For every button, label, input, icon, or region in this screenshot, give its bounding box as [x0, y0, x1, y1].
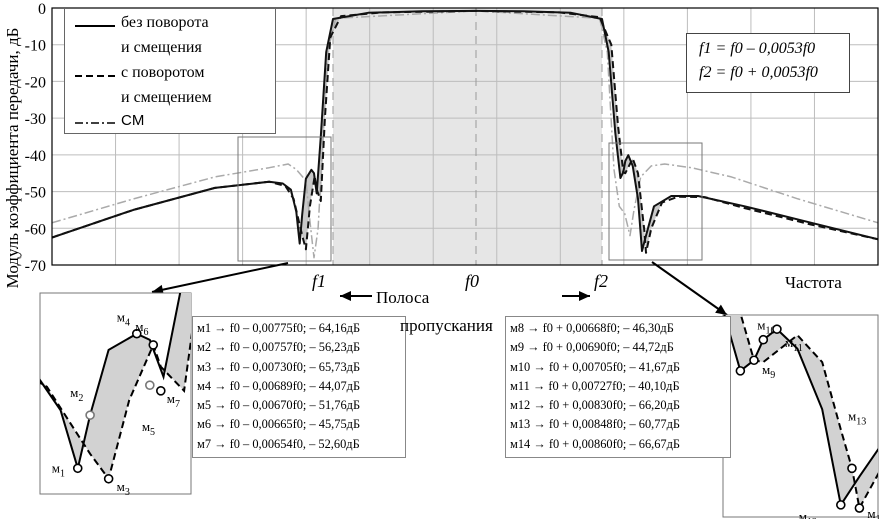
y-tick-label: -50 — [25, 185, 46, 202]
marker-м1 — [72, 463, 83, 474]
y-tick-label: -60 — [25, 221, 46, 238]
marker-м9 — [749, 355, 759, 366]
connector-arrow-right — [651, 261, 728, 316]
y-tick-label: -40 — [25, 148, 46, 165]
marker-м12 — [835, 500, 846, 510]
marker-м13 — [847, 463, 857, 474]
marker-row: м12 → f0 + 0,00830f0; – 66,20дБ — [510, 398, 681, 413]
legend-entry-3: с поворотом — [121, 64, 205, 81]
marker-row: м2 → f0 – 0,00757f0; – 56,23дБ — [197, 340, 361, 355]
zoom-box-left — [237, 136, 332, 262]
series-line-dashdot — [52, 10, 878, 259]
passband-label-2: пропускания — [400, 316, 493, 335]
marker-table-left: м1 → f0 – 0,00775f0; – 64,16дБ м2 → f0 –… — [192, 316, 406, 458]
legend-entry-2: и смещения — [121, 39, 202, 56]
marker-м2 — [85, 410, 95, 420]
y-tick-label: -30 — [25, 111, 46, 128]
marker-м7 — [156, 386, 166, 396]
marker-row: м10 → f0 + 0,00705f0; – 41,67дБ — [510, 359, 681, 374]
x-tick-f0: f0 — [465, 271, 480, 291]
inset-right: м8м9м10м11м12м13м14 — [714, 314, 880, 519]
y-tick-label: -20 — [25, 74, 46, 91]
formula-f2: f2 = f0 + 0,0053f0 — [699, 64, 818, 81]
marker-м6 — [148, 340, 159, 350]
series-line-solid — [52, 9, 878, 252]
marker-м3 — [103, 473, 114, 484]
inset-difference-fill — [724, 315, 878, 508]
inset-difference-fill — [40, 293, 191, 479]
marker-row: м1 → f0 – 0,00775f0; – 64,16дБ — [197, 321, 361, 335]
marker-row: м7 → f0 – 0,00654f0, – 52,60дБ — [197, 436, 360, 451]
formula-f1: f1 = f0 – 0,0053f0 — [699, 40, 816, 57]
x-axis-label: Частота — [785, 273, 842, 292]
connector-arrow-right-head — [715, 304, 727, 315]
marker-row: м8 → f0 + 0,00668f0; – 46,30дБ — [510, 321, 674, 335]
x-tick-f1: f1 — [312, 271, 327, 291]
marker-row: м13 → f0 + 0,00848f0; – 60,77дБ — [510, 417, 681, 432]
y-tick-label: 0 — [38, 1, 46, 18]
marker-row: м14 → f0 + 0,00860f0; – 66,67дБ — [510, 436, 681, 451]
marker-row: м4 → f0 – 0,00689f0; – 44,07дБ — [197, 378, 361, 393]
inset-series-solid — [40, 293, 182, 473]
x-tick-f2: f2 — [594, 271, 609, 291]
legend-entry-1: без поворота — [121, 14, 209, 31]
connector-arrow-left-head — [152, 284, 164, 295]
formula-box: f1 = f0 – 0,0053f0 f2 = f0 + 0,0053f0 — [686, 33, 850, 93]
marker-row: м5 → f0 – 0,00670f0; – 51,76дБ — [197, 398, 361, 413]
y-tick-label: -70 — [25, 258, 46, 275]
passband-region — [333, 8, 602, 265]
legend-entry-4: и смещением — [121, 89, 212, 106]
legend-entry-cm: CM — [121, 112, 145, 129]
legend: без поворота и смещения с поворотом и см… — [64, 8, 276, 134]
passband-arrow-right-head — [579, 291, 590, 301]
marker-м4 — [131, 328, 142, 339]
marker-row: м3 → f0 – 0,00730f0; – 65,73дБ — [197, 359, 361, 374]
zoom-box-right — [608, 142, 703, 261]
marker-row: м9 → f0 + 0,00690f0; – 44,72дБ — [510, 340, 674, 355]
marker-row: м11 → f0 + 0,00727f0; – 40,10дБ — [510, 378, 680, 393]
marker-м8 — [735, 366, 746, 376]
y-tick-label: -10 — [25, 38, 46, 55]
y-axis-label: Модуль коэффициента передачи, дБ — [3, 27, 22, 289]
marker-м10 — [758, 334, 769, 345]
connector-arrow-left — [151, 262, 289, 293]
plot-frame — [51, 7, 879, 266]
marker-table-right: м8 → f0 + 0,00668f0; – 46,30дБ м9 → f0 +… — [505, 316, 731, 458]
passband-label-1: Полоса — [376, 288, 430, 307]
marker-м5 — [145, 380, 155, 390]
marker-row: м6 → f0 – 0,00665f0; – 45,75дБ — [197, 417, 361, 432]
passband-arrow-left-head — [340, 291, 351, 301]
marker-м11 — [772, 324, 782, 334]
marker-м14 — [854, 503, 865, 513]
inset-series-solid — [723, 315, 878, 508]
